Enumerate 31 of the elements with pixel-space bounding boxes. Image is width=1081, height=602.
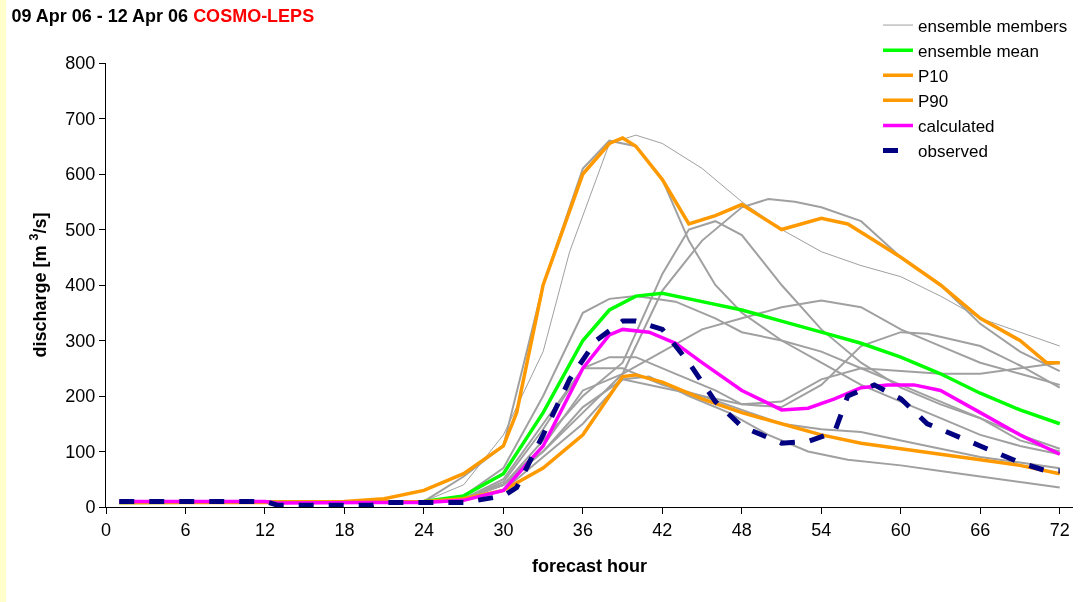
chart-subtitle: COSMO-LEPS <box>193 5 315 26</box>
chart-title: 09 Apr 06 - 12 Apr 06 <box>11 5 189 26</box>
x-tick-label: 66 <box>970 519 991 540</box>
y-tick-label: 800 <box>65 53 96 74</box>
legend-label: P90 <box>918 91 949 111</box>
y-tick-label: 0 <box>85 497 96 518</box>
y-tick-label: 200 <box>65 386 96 407</box>
legend-label: ensemble members <box>918 16 1068 36</box>
x-tick-label: 12 <box>254 519 275 540</box>
x-tick-label: 24 <box>413 519 434 540</box>
y-tick-label: 100 <box>65 441 96 462</box>
y-tick-label: 600 <box>65 164 96 185</box>
x-tick-label: 36 <box>572 519 593 540</box>
y-tick-label: 700 <box>65 108 96 129</box>
x-axis-title: forecast hour <box>531 555 648 576</box>
x-tick-label: 30 <box>493 519 514 540</box>
y-tick-label: 300 <box>65 330 96 351</box>
x-tick-label: 0 <box>100 519 112 540</box>
x-tick-label: 42 <box>652 519 673 540</box>
legend-label: P10 <box>918 66 949 86</box>
x-tick-label: 6 <box>180 519 191 540</box>
legend-label: calculated <box>918 117 995 137</box>
x-tick-label: 60 <box>890 519 911 540</box>
x-tick-label: 18 <box>334 519 355 540</box>
y-tick-label: 400 <box>65 275 96 296</box>
x-tick-label: 72 <box>1049 519 1070 540</box>
x-tick-label: 54 <box>811 519 832 540</box>
legend-label: observed <box>918 142 988 162</box>
legend-label: ensemble mean <box>918 41 1039 61</box>
y-tick-label: 500 <box>65 219 96 240</box>
x-tick-label: 48 <box>731 519 752 540</box>
